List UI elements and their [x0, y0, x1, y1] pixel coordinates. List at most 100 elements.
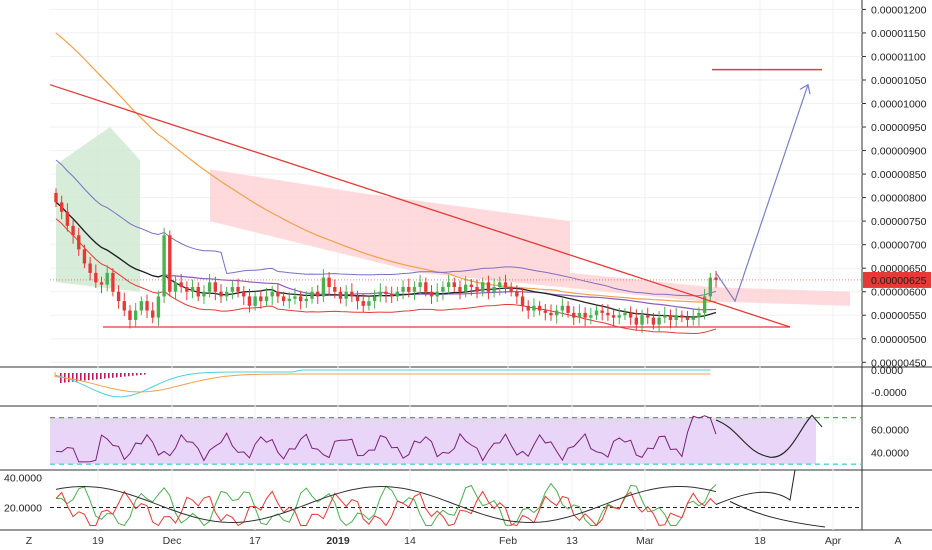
- dmi-line-2: [55, 485, 717, 524]
- candle-body: [526, 305, 530, 311]
- macd-hist-bar: [128, 373, 130, 377]
- candle-body: [481, 282, 485, 292]
- candle-body: [697, 312, 701, 318]
- candle-body: [321, 277, 326, 297]
- candle-body: [651, 317, 656, 325]
- y-tick-label: 0.00000850: [871, 169, 927, 181]
- macd-hist-bar: [108, 373, 110, 379]
- candle-body: [566, 305, 570, 313]
- rsi-tick-label: 60.0000: [871, 424, 909, 436]
- dmi-panel: 40.0000 20.0000: [4, 469, 862, 528]
- macd-hist-bar: [144, 373, 146, 375]
- candle-body: [133, 310, 138, 320]
- candle-body: [65, 211, 70, 226]
- candle-body: [333, 287, 337, 292]
- candle-body: [207, 282, 212, 292]
- candle-body: [424, 282, 428, 292]
- ichimoku-cloud: [56, 127, 850, 306]
- y-tick-label: 0.00000800: [871, 193, 927, 205]
- candle-body: [560, 305, 565, 311]
- time-axis[interactable]: 19 Dec 17 2019 14 Feb 13 Mar 18 Apr: [92, 535, 842, 547]
- macd-tick-label: 0.0000: [871, 365, 903, 377]
- y-tick-label: 0.00000950: [871, 122, 927, 134]
- rsi-band: [50, 417, 816, 465]
- candle-body: [338, 291, 343, 299]
- macd-tick-label: -0.0000: [871, 387, 907, 399]
- candle-body: [549, 312, 553, 316]
- candle-body: [88, 263, 92, 273]
- x-tick-label: Apr: [825, 535, 842, 547]
- candle-body: [151, 310, 155, 318]
- macd-hist-bar: [68, 373, 70, 383]
- x-tick-label: 18: [754, 535, 766, 547]
- candle-body: [452, 282, 456, 288]
- candle-body: [190, 287, 195, 292]
- cloud-red: [210, 169, 850, 306]
- candle-body: [640, 315, 644, 325]
- candle-body: [714, 277, 718, 280]
- candle-body: [116, 291, 121, 302]
- candle-body: [111, 272, 115, 292]
- y-tick-label: 0.00000500: [871, 334, 927, 346]
- candle-body: [623, 312, 627, 316]
- candle-body: [537, 305, 542, 311]
- candle-body: [196, 287, 200, 297]
- candle-body: [606, 312, 610, 316]
- candle-body: [446, 282, 451, 288]
- macd-hist-bar: [120, 373, 122, 377]
- candle-body: [657, 317, 661, 325]
- candle-body: [298, 296, 303, 302]
- dmi-projection-2: [729, 501, 826, 528]
- candle-body: [94, 272, 98, 283]
- ema-long-line: [55, 32, 717, 303]
- dmi-tick-label: 20.0000: [4, 503, 42, 515]
- candle-body: [554, 310, 559, 316]
- dmi-projection: [715, 469, 796, 505]
- descending-trendline[interactable]: [49, 84, 791, 328]
- candle-body: [634, 317, 639, 325]
- macd-hist-bar: [76, 373, 78, 382]
- candle-body: [270, 291, 274, 297]
- zoom-button[interactable]: Z: [26, 535, 33, 547]
- candle-body: [82, 249, 87, 264]
- forecast-arrow[interactable]: [715, 84, 809, 303]
- candle-body: [350, 291, 354, 297]
- last-price-label: 0.00000625: [871, 275, 927, 287]
- candle-body: [600, 310, 604, 313]
- candle-body: [185, 287, 189, 292]
- rsi-panel: 60.0000 40.0000: [50, 414, 909, 465]
- candle-body: [372, 296, 377, 302]
- y-tick-label: 0.00001100: [871, 51, 926, 63]
- candle-body: [617, 315, 621, 318]
- x-tick-label: Dec: [163, 535, 182, 547]
- candle-body: [327, 277, 331, 288]
- dmi-line-1: [55, 490, 717, 527]
- x-tick-label: 2019: [326, 535, 350, 547]
- candle-body: [304, 298, 309, 302]
- price-axis[interactable]: 0.00001200 0.00001150 0.00001100 0.00001050…: [862, 4, 931, 369]
- macd-hist-bar: [80, 373, 82, 381]
- candle-body: [156, 296, 161, 318]
- candle-body: [253, 296, 257, 306]
- candle-body: [361, 301, 365, 306]
- candle-body: [572, 312, 576, 318]
- candle-body: [128, 310, 132, 320]
- candle-body: [429, 291, 434, 297]
- macd-hist-bar: [132, 373, 134, 376]
- user-drawings[interactable]: [49, 68, 862, 328]
- candle-body: [145, 301, 149, 311]
- forecast-arrowhead[interactable]: [799, 83, 811, 95]
- candle-body: [691, 317, 695, 320]
- candle-body: [162, 235, 166, 297]
- dmi-tick-label: 40.0000: [4, 473, 42, 485]
- candle-body: [708, 277, 713, 297]
- candle-body: [378, 291, 383, 297]
- candle-body: [418, 282, 422, 288]
- macd-hist-bar: [100, 373, 102, 379]
- macd-panel: 0.0000 -0.0000: [54, 365, 907, 399]
- candle-body: [122, 301, 126, 311]
- auto-scale-button[interactable]: A: [894, 535, 901, 547]
- candle-body: [281, 296, 286, 302]
- y-tick-label: 0.00000900: [871, 146, 927, 158]
